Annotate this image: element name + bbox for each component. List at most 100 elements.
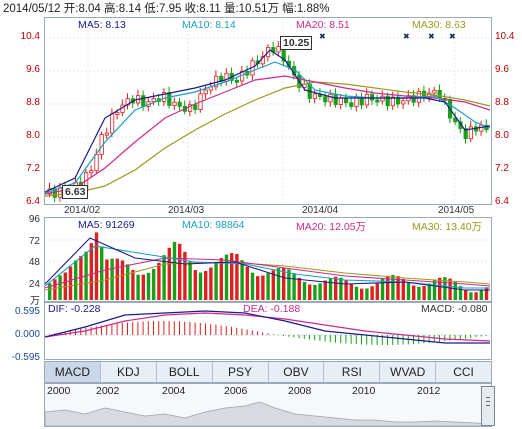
year-label: 2004 — [162, 385, 186, 397]
high-price-callout: 10.25 — [280, 36, 313, 50]
vol-ma10-label: MA10: 98864 — [182, 219, 245, 231]
price-ytick-left: 6.4 — [26, 196, 40, 207]
volume-bar — [245, 266, 249, 300]
volume-bar — [292, 273, 296, 300]
price-ytick-left: 10.4 — [20, 31, 40, 42]
date-label: 2014/05 — [438, 205, 475, 216]
candle — [52, 188, 57, 198]
tab-macd[interactable]: MACD — [45, 362, 101, 382]
low-price-callout: 6.63 — [62, 185, 89, 199]
vol-ma30-label: MA30: 13.40万 — [412, 221, 483, 233]
vol-ytick: 48 — [28, 257, 40, 268]
candle — [104, 132, 110, 136]
volume-bar — [334, 276, 338, 300]
price-ytick-left: 8.0 — [26, 130, 40, 141]
tab-obv[interactable]: OBV — [269, 362, 325, 382]
tab-kdj[interactable]: KDJ — [101, 362, 157, 382]
vol-ytick: 72 — [28, 236, 40, 247]
volume-bar — [68, 266, 73, 300]
volume-bar — [328, 277, 333, 300]
volume-bar — [204, 271, 208, 300]
tab-wvad[interactable]: WVAD — [380, 362, 437, 382]
volume-bar — [380, 278, 385, 300]
macd-dea-label: DEA: -0.188 — [243, 303, 301, 315]
volume-bar — [183, 251, 187, 300]
volume-bar — [313, 285, 317, 300]
volume-bar — [157, 262, 161, 300]
price-ytick-right: 8.0 — [495, 130, 509, 141]
volume-bar — [152, 269, 156, 300]
volume-bar — [297, 277, 301, 300]
volume-bar — [302, 281, 307, 300]
quote-summary: 2014/05/12 开:8.04 高:8.14 低:7.95 收:8.11 量… — [3, 3, 330, 15]
volume-bar — [401, 278, 405, 300]
volume-bar — [167, 247, 171, 300]
macd-value-label: MACD: -0.080 — [421, 303, 488, 315]
candle — [110, 113, 115, 134]
volume-bar — [198, 272, 203, 300]
date-label: 2014/02 — [64, 205, 101, 216]
volume-bar — [406, 282, 411, 300]
candle — [390, 96, 396, 107]
tab-psy[interactable]: PSY — [213, 362, 269, 382]
volume-bar — [230, 253, 234, 300]
candle — [187, 104, 193, 112]
vol-ytick: 96 — [28, 214, 40, 225]
date-label: 2014/04 — [302, 205, 339, 216]
volume-bar — [271, 270, 275, 300]
scrollbar-handle[interactable] — [481, 386, 495, 426]
candle — [437, 90, 442, 99]
volume-bar — [224, 254, 229, 300]
price-ytick-right: 10.4 — [495, 31, 515, 42]
macd-chart-panel — [44, 302, 492, 360]
candle — [115, 112, 120, 115]
tab-boll[interactable]: BOLL — [157, 362, 213, 382]
candle — [343, 97, 349, 104]
candle — [453, 117, 458, 123]
volume-bar — [318, 283, 322, 300]
price-ytick-left: 7.2 — [26, 163, 40, 174]
volume-bar — [474, 292, 478, 300]
volume-bar — [209, 267, 213, 300]
volume-bar — [89, 243, 93, 300]
candle — [359, 97, 364, 106]
candle — [468, 126, 474, 140]
volume-bar — [178, 243, 182, 300]
volume-bar — [261, 275, 265, 300]
svg-text:✖: ✖ — [449, 32, 456, 41]
tab-rsi[interactable]: RSI — [324, 362, 381, 382]
volume-bar — [141, 274, 145, 300]
volume-bar — [339, 277, 343, 300]
price-ytick-right: 7.2 — [495, 163, 509, 174]
price-ytick-left: 8.8 — [26, 97, 40, 108]
price-ytick-right: 9.6 — [495, 64, 509, 75]
volume-bar — [375, 282, 379, 300]
candle — [354, 97, 359, 107]
time-range-scrollbar[interactable]: 2000 2002 2004 2006 2008 2010 2012 — [44, 383, 495, 427]
date-label: 2014/03 — [168, 205, 205, 216]
macd-ytick: 0.000 — [14, 329, 40, 340]
vol-unit: 万 — [30, 296, 40, 307]
volume-bar — [193, 270, 197, 300]
volume-bar — [126, 264, 130, 300]
candle — [385, 95, 390, 107]
macd-dif-label: DIF: -0.228 — [48, 303, 101, 315]
volume-bar — [412, 285, 416, 300]
macd-ytick: 0.595 — [14, 306, 40, 317]
volume-bar — [417, 286, 421, 300]
volume-bar — [146, 272, 151, 300]
year-label: 2006 — [224, 385, 248, 397]
volume-bar — [79, 255, 83, 300]
candle — [177, 101, 182, 107]
tab-cci[interactable]: CCI — [453, 365, 474, 379]
candle — [260, 56, 265, 65]
macd-ytick: -0.595 — [11, 352, 40, 363]
price-ytick-right: 6.4 — [495, 196, 509, 207]
candle — [401, 100, 406, 105]
volume-bars — [45, 232, 490, 300]
volume-bar — [422, 286, 426, 300]
candle — [338, 97, 344, 105]
price-ma20-label: MA20: 8.51 — [296, 19, 350, 31]
volume-bar — [438, 277, 442, 300]
volume-bar — [432, 280, 437, 300]
